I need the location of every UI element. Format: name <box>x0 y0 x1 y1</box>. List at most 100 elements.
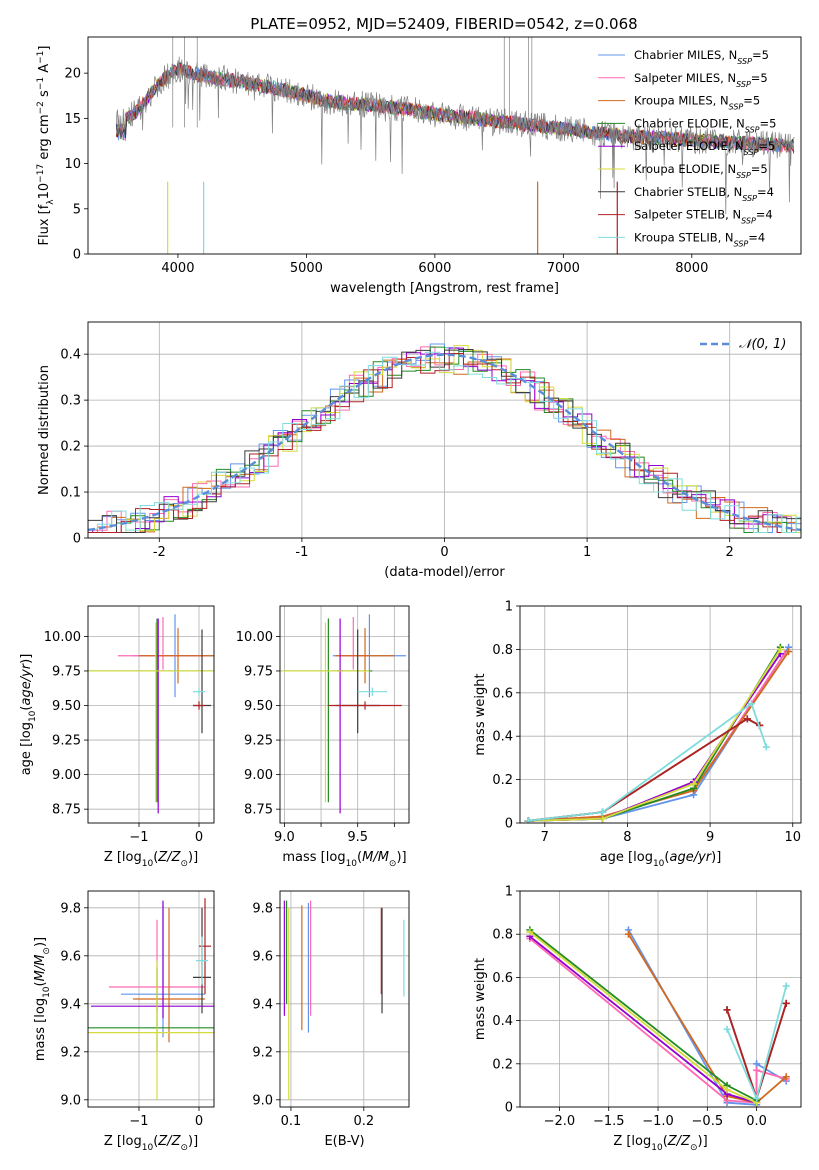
label-part: age [log <box>19 722 34 775</box>
tick-label-y: 9.00 <box>244 768 273 783</box>
data-point <box>747 700 755 708</box>
tick-label-x: −1 <box>129 830 148 845</box>
tick-label-y: 9.0 <box>252 1093 273 1108</box>
axis-label-x: wavelength [Angstrom, rest frame] <box>330 281 559 296</box>
axis-label-x: Z [log10(Z/Z⊙)] <box>104 850 198 869</box>
label-part: Z/Z <box>667 1134 691 1149</box>
legend-sub: SSP <box>737 57 752 66</box>
legend-text: Chabrier STELIB, N <box>634 185 742 199</box>
legend-value: =5 <box>743 94 760 108</box>
axes-residuals: -2 -1 0 1 2 0 0.1 0.2 0.3 0.4 𝒩(0, 1) (data-model)/… <box>37 321 802 580</box>
legend-value: =5 <box>760 116 777 130</box>
plot-area-mass_vs_ebv <box>283 900 405 1100</box>
tick-label-x: 8 <box>623 830 631 845</box>
label-part: ( <box>663 1134 668 1149</box>
label-part: age/yr <box>19 662 34 705</box>
legend-text: Kroupa MILES, N <box>634 94 729 108</box>
series-chabrier-elodie <box>526 926 761 1105</box>
legend-sub: SSP <box>736 171 751 180</box>
series-line <box>528 653 786 822</box>
label-part: )] <box>188 1134 198 1149</box>
tick-label-x: 7000 <box>547 261 580 276</box>
tick-label-y: 9.6 <box>252 949 273 964</box>
axes-age_vs_mass: 9.0 9.5 8.75 9.00 9.25 9.50 9.75 10.00 mass [log… <box>236 605 410 869</box>
errorbar-kroupa-elodie <box>88 622 214 803</box>
data-point <box>762 743 770 751</box>
label-part: 10 <box>346 859 358 869</box>
data-point <box>524 817 532 823</box>
tick-label-x: 2 <box>726 545 734 560</box>
label-part: −17 <box>36 164 46 183</box>
legend-value: =5 <box>751 162 768 176</box>
data-point <box>526 928 534 936</box>
tick-label-y: 5 <box>73 202 81 217</box>
axis-label-x: (data-model)/error <box>384 565 505 580</box>
data-point <box>782 1073 790 1081</box>
series-line <box>528 653 782 822</box>
errorbar-chabrier-stelib <box>193 629 211 734</box>
errorbar-kroupa-miles <box>335 628 395 684</box>
tick-label-y: 0.6 <box>492 686 513 701</box>
tick-label-x: 8000 <box>675 261 708 276</box>
label-part: Z/Z <box>157 850 181 865</box>
data-point <box>624 930 632 938</box>
legend-text: Kroupa STELIB, N <box>634 230 734 244</box>
label-part: age [log <box>600 850 653 865</box>
errorbar-kroupa-miles <box>133 907 205 1043</box>
tick-label-y: 0.4 <box>492 1014 513 1029</box>
label-part: 10 <box>42 986 52 998</box>
legend-text: Chabrier MILES, N <box>634 48 737 62</box>
axis-label-x: Z [log10(Z/Z⊙)] <box>613 1134 707 1153</box>
legend-value: =5 <box>758 139 775 153</box>
axis-label-y: mass [log10(M/M⊙)] <box>33 937 52 1061</box>
series-kroupa-stelib <box>524 700 770 823</box>
label-part: 10 <box>142 859 154 869</box>
axes-weight_vs_Z: −2.0 −1.5 −1.0 −0.5 0.0 0 0.2 0.4 0.6 0.8 1 Z [log1… <box>473 885 802 1153</box>
label-part: 10 <box>651 1143 663 1153</box>
errorbar-salpeter-elodie <box>91 900 214 1019</box>
tick-label-y: 0.8 <box>492 643 513 658</box>
tick-label-y: 0.8 <box>492 928 513 943</box>
label-part: 10 <box>653 859 665 869</box>
series-line <box>528 648 782 822</box>
label-part: )] <box>33 937 48 947</box>
data-point <box>753 1094 761 1102</box>
legend-value: =5 <box>751 71 768 85</box>
label-part: ( <box>153 850 158 865</box>
tick-label-x: −1.0 <box>642 1114 674 1129</box>
legend-label: Chabrier STELIB, NSSP=4 <box>634 185 774 203</box>
tick-label-y: 0.4 <box>60 348 81 363</box>
tick-label-y: 9.50 <box>244 699 273 714</box>
label-part: ( <box>153 1134 158 1149</box>
legend-label: Chabrier ELODIE, NSSP=5 <box>634 116 776 133</box>
tick-label-y: 9.4 <box>60 997 81 1012</box>
errorbar-kroupa-elodie <box>88 960 214 1100</box>
label-part: Flux [f <box>37 204 52 245</box>
tick-label-y: 9.25 <box>52 734 81 749</box>
tick-label-y: 0.3 <box>60 394 81 409</box>
label-part: wavelength [Angstrom, rest frame] <box>330 281 559 296</box>
axes-frame <box>279 605 410 824</box>
tick-label-x: 7 <box>541 830 549 845</box>
histogram-kroupa-miles <box>88 358 801 533</box>
tick-label-y: 0 <box>73 532 81 547</box>
tick-label-y: 9.25 <box>244 734 273 749</box>
legend-label: Kroupa STELIB, NSSP=4 <box>634 230 765 248</box>
tick-label-x: 0.2 <box>353 1114 374 1129</box>
errorbar-kroupa-miles <box>139 628 214 684</box>
tick-label-y: 1 <box>505 885 513 900</box>
tick-label-y: 0 <box>73 248 81 263</box>
legend-label: Salpeter STELIB, NSSP=4 <box>634 208 773 226</box>
series-line <box>528 646 782 822</box>
axis-label-x: age [log10(age/yr)] <box>600 850 722 869</box>
label-part: Z [log <box>104 1134 142 1149</box>
tick-label-x: -1 <box>295 545 308 560</box>
plot-area-age_vs_Z <box>88 614 214 814</box>
errorbar-salpeter-elodie <box>337 618 344 814</box>
axis-label-y: mass weight <box>473 673 488 755</box>
legend-label: Kroupa MILES, NSSP=5 <box>634 94 760 112</box>
data-point <box>599 815 607 823</box>
axes-frame <box>87 36 802 255</box>
